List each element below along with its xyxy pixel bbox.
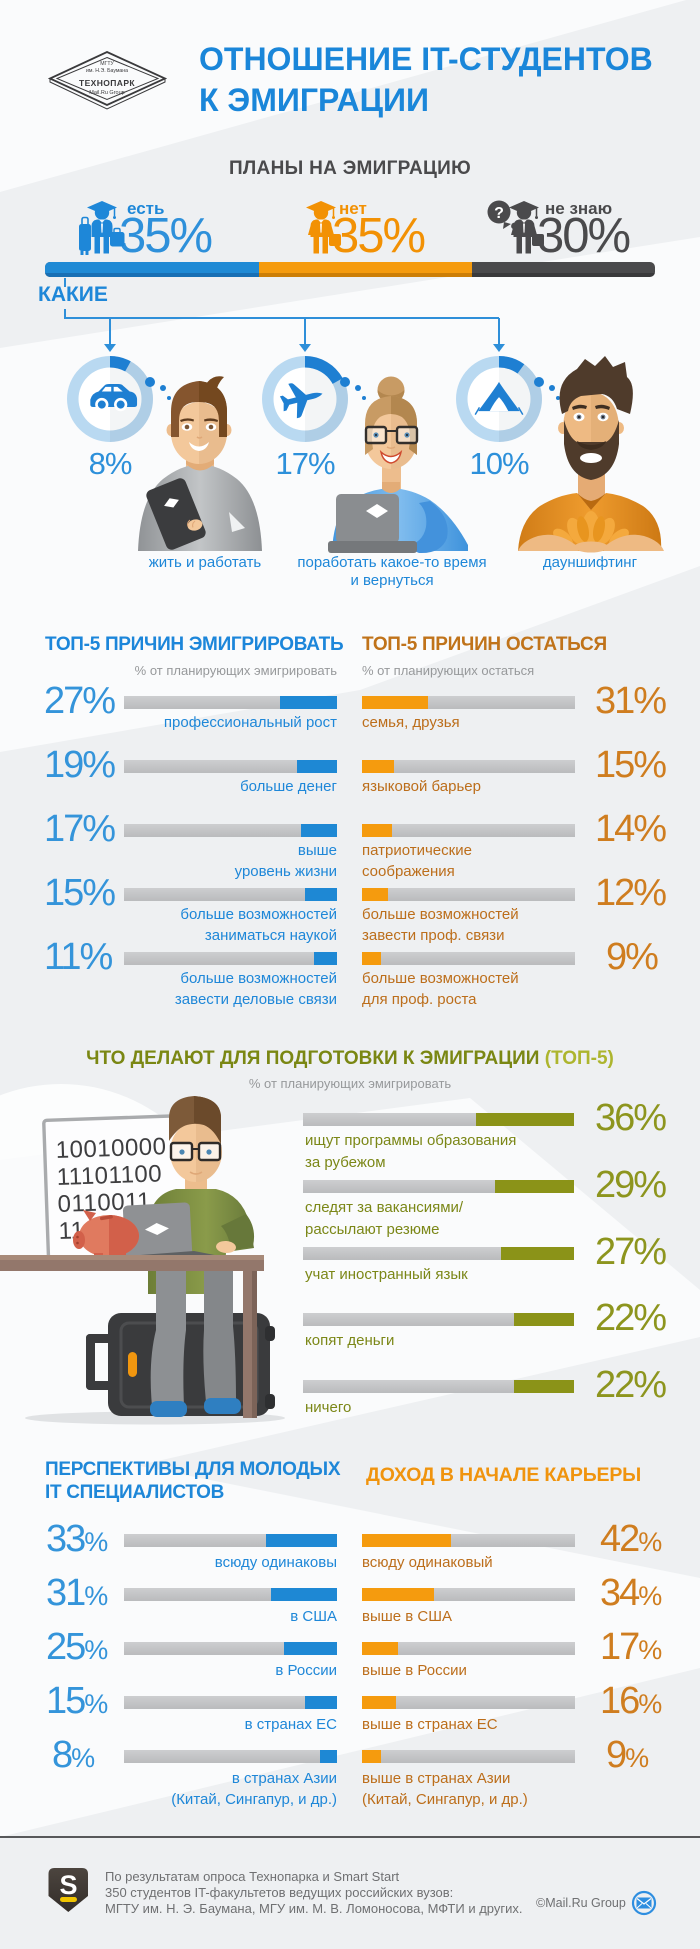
svg-text:Mail.Ru Group: Mail.Ru Group — [89, 90, 124, 96]
svg-text:ТЕХНОПАРК: ТЕХНОПАРК — [79, 78, 135, 88]
svg-text:11101100: 11101100 — [56, 1160, 162, 1191]
svg-text:S: S — [59, 1870, 77, 1900]
svg-text:10010000: 10010000 — [55, 1133, 167, 1164]
svg-text:?: ? — [494, 205, 504, 222]
svg-text:МГТУ: МГТУ — [100, 61, 114, 67]
svg-text:им. Н.Э. Баумана: им. Н.Э. Баумана — [86, 68, 128, 74]
